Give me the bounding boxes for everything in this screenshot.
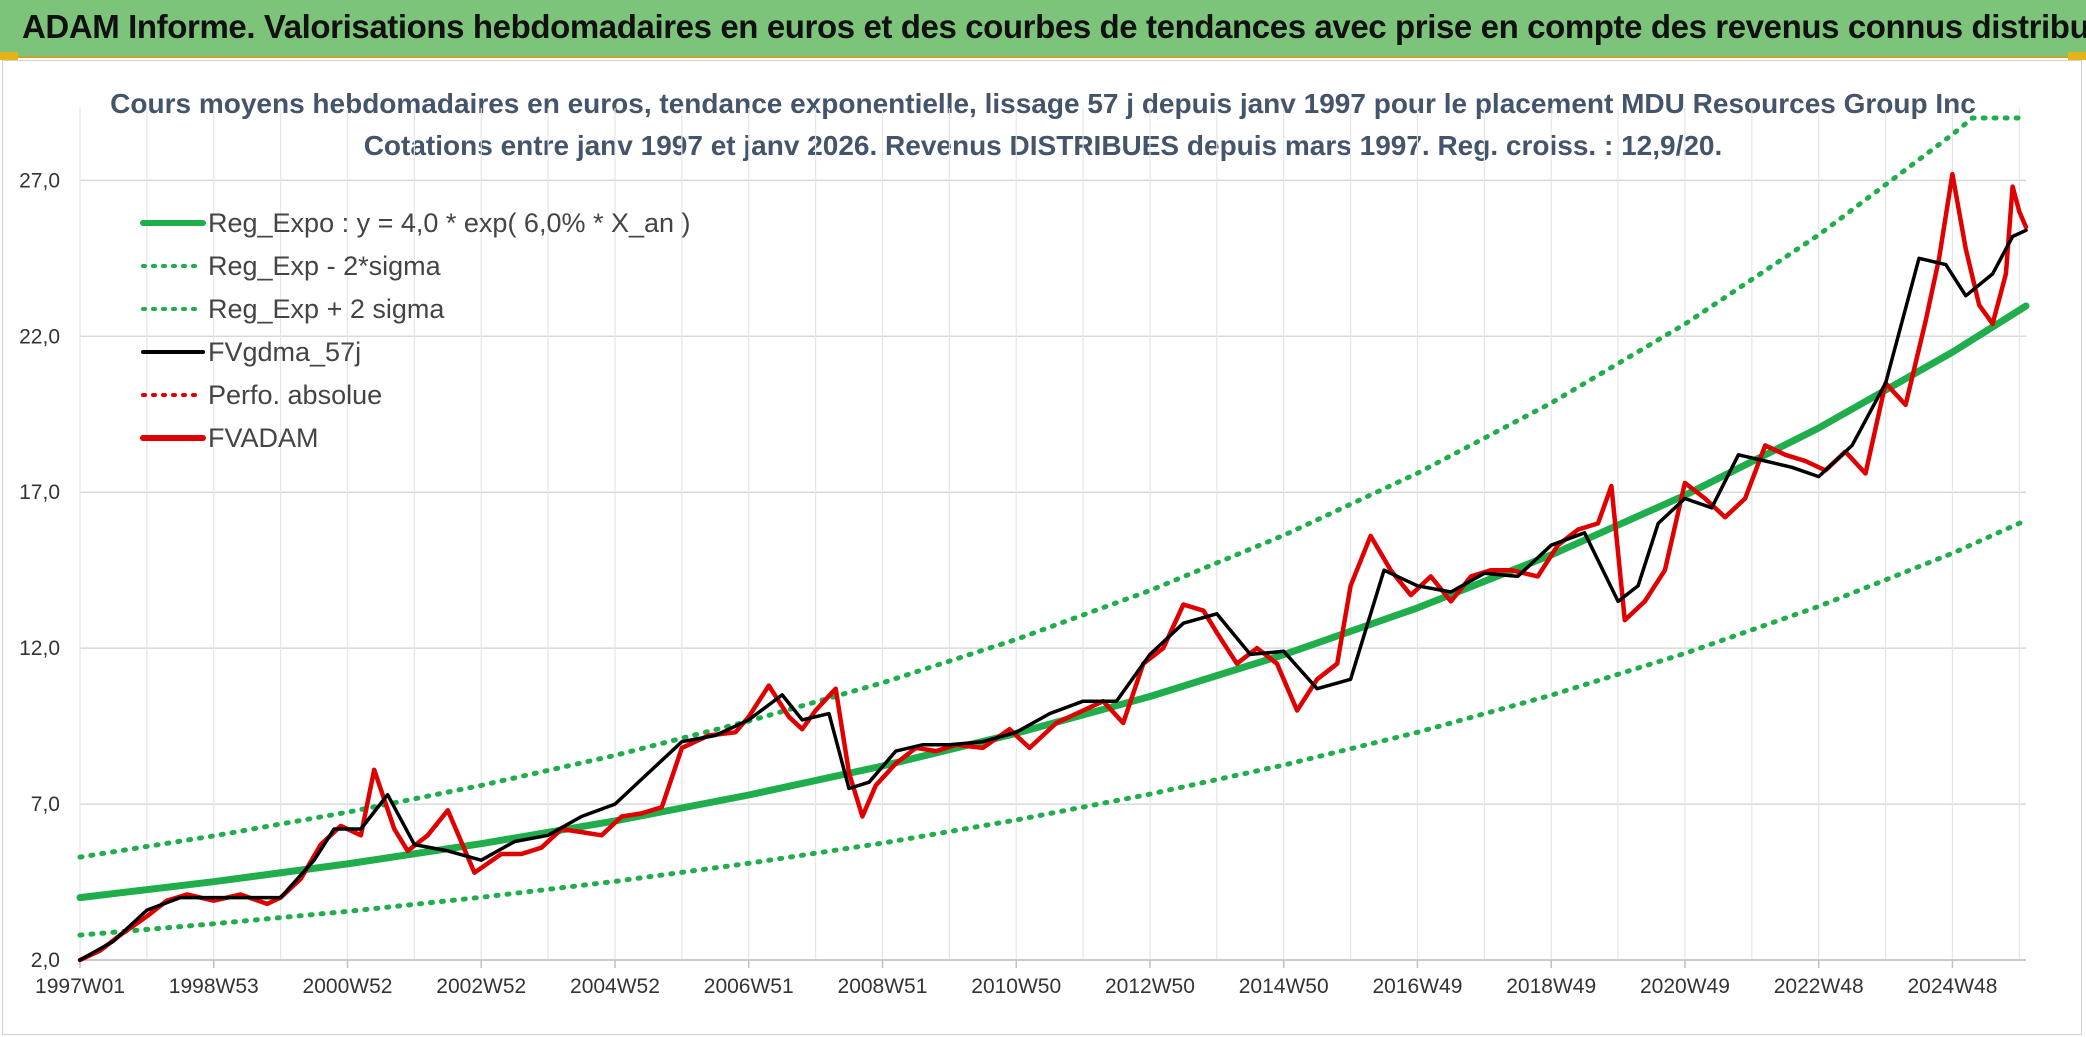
series-fvadam <box>77 171 2029 963</box>
x-tick-label: 2018W49 <box>1506 975 1596 998</box>
series-layer <box>76 115 2030 963</box>
x-tick-label: 2016W49 <box>1373 975 1463 998</box>
corner-accent-left <box>0 52 18 60</box>
legend-label: FVADAM <box>208 423 319 453</box>
chart-frame <box>2 60 2082 1035</box>
x-tick-label: 2008W51 <box>838 975 928 998</box>
chart-title: Cours moyens hebdomadaires en euros, ten… <box>110 88 1976 119</box>
x-tick-label: 2002W52 <box>436 975 526 998</box>
y-tick-label: 27,0 <box>19 169 60 192</box>
series-fvgdma-57j <box>78 228 2028 962</box>
x-tick-label: 2010W50 <box>971 975 1061 998</box>
y-tick-label: 17,0 <box>19 481 60 504</box>
y-tick-label: 22,0 <box>19 325 60 348</box>
x-tick-label: 1997W01 <box>35 975 125 998</box>
legend-label: Reg_Expo : y = 4,0 * exp( 6,0% * X_an ) <box>208 208 691 238</box>
x-tick-label: 2006W51 <box>704 975 794 998</box>
series-reg-plus-2sigma <box>77 115 2029 860</box>
legend-label: Perfo. absolue <box>208 380 382 410</box>
series-reg-minus-2sigma <box>77 517 2029 938</box>
legend-label: FVgdma_57j <box>208 337 361 367</box>
legend: Reg_Expo : y = 4,0 * exp( 6,0% * X_an ) R… <box>140 208 691 453</box>
x-tick-label: 2000W52 <box>303 975 393 998</box>
x-tick-label: 2022W48 <box>1774 975 1864 998</box>
series-reg-expo <box>76 302 2030 902</box>
x-tick-label: 1998W53 <box>169 975 259 998</box>
x-axis: 1997W01 1998W53 2000W52 2002W52 2004W52 2006W… <box>35 960 1997 998</box>
y-tick-label: 12,0 <box>19 637 60 660</box>
x-tick-label: 2024W48 <box>1907 975 1997 998</box>
y-axis: 2,0 7,0 12,0 17,0 22,0 27,0 <box>19 169 60 972</box>
legend-label: Reg_Exp + 2 sigma <box>208 294 445 324</box>
report-banner: ADAM Informe. Valorisations hebdomadaire… <box>0 0 2086 58</box>
x-tick-label: 2020W49 <box>1640 975 1730 998</box>
chart-subtitle: Cotations entre janv 1997 et janv 2026. … <box>364 130 1723 161</box>
y-tick-label: 7,0 <box>31 793 60 816</box>
corner-accent-right <box>2068 52 2086 60</box>
legend-label: Reg_Exp - 2*sigma <box>208 251 442 281</box>
x-tick-label: 2012W50 <box>1105 975 1195 998</box>
report-title: ADAM Informe. Valorisations hebdomadaire… <box>22 8 2086 45</box>
x-tick-label: 2014W50 <box>1239 975 1329 998</box>
x-tick-label: 2004W52 <box>570 975 660 998</box>
y-tick-label: 2,0 <box>31 949 60 972</box>
